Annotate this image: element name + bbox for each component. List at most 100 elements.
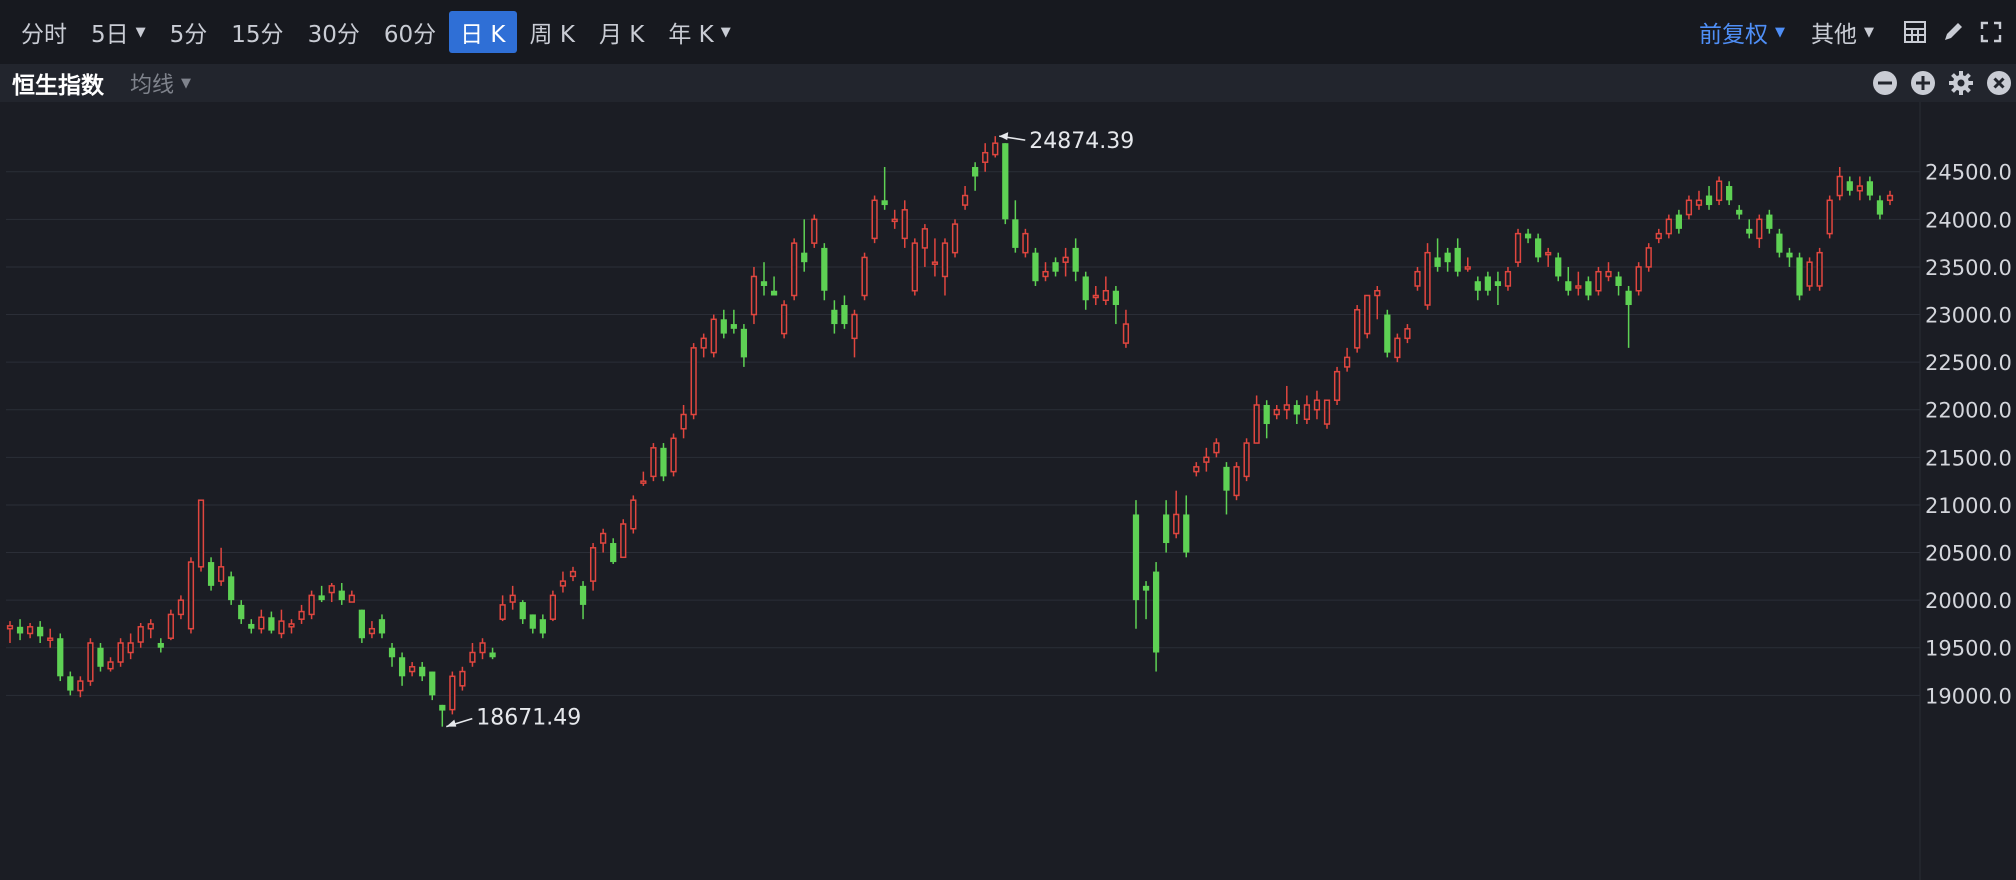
candle-body-down (1163, 514, 1170, 544)
chevron-down-icon: ▼ (135, 24, 146, 40)
candle-body-up (459, 670, 466, 687)
candle-body-down (207, 562, 215, 586)
candle-body-up (1122, 323, 1130, 344)
candle-body-up (650, 447, 657, 478)
candle-body-up (47, 637, 54, 641)
candle-body-up (1303, 404, 1311, 421)
candle-body-up (750, 275, 758, 316)
candle-body-up (1414, 270, 1421, 287)
candle-body-down (1555, 257, 1562, 277)
close-icon[interactable] (1986, 70, 2012, 96)
candle-body-up (1514, 232, 1522, 263)
timeframe-tab-label: 年 K (668, 22, 714, 48)
candle-body-up (1826, 199, 1833, 235)
y-tick-label: 22000.0 (1925, 399, 2012, 423)
candle-body-up (1645, 247, 1652, 268)
candle-body-up (87, 642, 94, 682)
settings-icon[interactable] (1948, 70, 1974, 96)
candle-body-up (640, 480, 647, 484)
other-menu-dropdown[interactable]: 其他 ▼ (1811, 15, 1874, 49)
zoom-in-icon[interactable] (1910, 70, 1936, 96)
candle-body-up (1022, 232, 1029, 254)
candle-body-down (1183, 514, 1190, 553)
max-pointer-arrowhead (999, 132, 1009, 141)
candle-body-up (1575, 285, 1582, 289)
timeframe-tab[interactable]: 30分 (297, 11, 371, 53)
moving-average-label: 均线 (130, 73, 175, 98)
candle-body-up (1756, 218, 1763, 240)
candle-body-up (811, 218, 818, 244)
candle-body-down (378, 619, 386, 634)
candle-body-up (117, 642, 124, 663)
candle-body-up (781, 304, 788, 335)
timeframe-tab-label: 日 K (460, 22, 506, 48)
candle-body-up (1424, 251, 1431, 306)
timeframe-tab[interactable]: 日 K (449, 11, 517, 53)
candle-body-down (57, 638, 64, 677)
y-tick-label: 20000.0 (1925, 589, 2012, 613)
timeframe-tab[interactable]: 5日 ▼ (80, 11, 157, 53)
timeframe-tab[interactable]: 年 K ▼ (657, 11, 741, 53)
candle-body-down (358, 609, 365, 639)
candle-body-down (1434, 257, 1441, 267)
candle-body-up (871, 199, 878, 240)
candle-body-up (278, 620, 285, 635)
y-tick-label: 24000.0 (1925, 208, 2012, 232)
y-tick-label: 21500.0 (1925, 446, 2012, 470)
candle-body-up (1203, 456, 1210, 463)
timeframe-tab-label: 5分 (169, 22, 208, 48)
toolbar-right: 前复权 ▼ 其他 ▼ (1699, 0, 2016, 64)
candle-body-down (1012, 219, 1019, 248)
timeframe-tab[interactable]: 分时 (10, 11, 78, 53)
candle-body-down (1072, 247, 1079, 272)
timeframe-tab[interactable]: 5分 (159, 11, 219, 53)
candle-body-down (37, 626, 44, 637)
candle-body-down (489, 652, 496, 658)
candlestick-chart[interactable]: 24500.0 24000.0 23500.0 23000.0 22500.0 22000… (0, 102, 2016, 880)
candle-body-up (1092, 294, 1099, 299)
fullscreen-icon[interactable] (1978, 19, 2004, 45)
candle-body-down (67, 676, 74, 691)
candle-body-down (1112, 290, 1119, 306)
y-tick-label: 23000.0 (1925, 304, 2012, 328)
candle-body-down (1524, 233, 1532, 239)
candle-body-up (1213, 442, 1220, 454)
candle-body-down (97, 647, 104, 667)
min-pointer-arrowhead (446, 719, 457, 727)
candle-body-down (519, 602, 526, 620)
candle-body-up (690, 347, 697, 416)
timeframe-tab[interactable]: 60分 (373, 11, 447, 53)
candle-body-up (1886, 194, 1894, 202)
draw-pen-icon[interactable] (1940, 19, 1966, 45)
moving-average-dropdown[interactable]: 均线 ▼ (130, 67, 191, 99)
candle-body-down (529, 614, 536, 629)
candle-body-down (1384, 314, 1391, 353)
candle-body-down (1474, 281, 1481, 291)
candle-body-down (1705, 195, 1713, 206)
candle-body-up (951, 223, 959, 254)
candle-body-down (1585, 281, 1592, 296)
y-tick-label: 24500.0 (1925, 161, 2012, 185)
layout-grid-icon[interactable] (1902, 19, 1928, 45)
candle-body-down (660, 447, 667, 477)
candle-body-up (26, 626, 34, 635)
candle-body-up (1354, 309, 1361, 349)
candle-body-down (1535, 238, 1542, 258)
timeframe-tab[interactable]: 15分 (220, 11, 294, 53)
candle-body-up (368, 627, 376, 635)
candle-body-up (328, 585, 335, 594)
candle-body-up (670, 437, 677, 473)
other-menu-label: 其他 (1811, 22, 1857, 48)
candle-body-up (258, 616, 265, 630)
timeframe-tab[interactable]: 月 K (588, 11, 655, 53)
zoom-out-icon[interactable] (1872, 70, 1898, 96)
candle-body-down (338, 590, 345, 601)
timeframe-tab[interactable]: 周 K (519, 11, 586, 53)
candle-body-down (1776, 233, 1783, 253)
candle-body-down (1052, 262, 1059, 272)
candle-body-up (1655, 232, 1662, 240)
candle-body-up (630, 499, 637, 530)
price-adjustment-dropdown[interactable]: 前复权 ▼ (1699, 15, 1785, 49)
candle-body-up (680, 413, 687, 430)
candle-body-up (851, 313, 858, 340)
